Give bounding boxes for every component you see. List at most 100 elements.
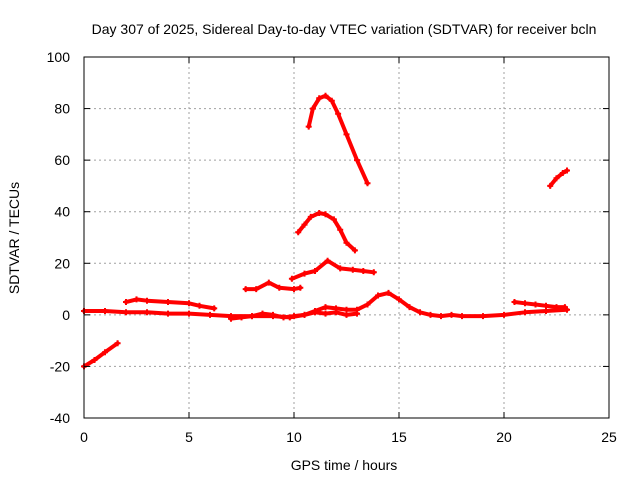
- data-point: [207, 311, 213, 318]
- data-point: [328, 97, 335, 104]
- x-tick-label: 10: [286, 429, 302, 445]
- data-point: [123, 309, 129, 316]
- data-point: [211, 305, 218, 312]
- series-segment-9: [511, 299, 568, 311]
- data-point: [242, 286, 249, 293]
- data-point: [543, 302, 549, 309]
- data-point: [522, 300, 528, 307]
- data-point: [364, 180, 371, 187]
- data-point: [301, 270, 308, 277]
- y-tick-label: 40: [54, 204, 70, 220]
- data-point: [312, 309, 318, 316]
- data-point: [322, 211, 329, 218]
- data-point: [553, 304, 560, 311]
- y-tick-label: -40: [50, 410, 70, 426]
- y-tick-label: 60: [54, 152, 70, 168]
- data-point: [543, 308, 549, 314]
- data-point: [114, 340, 121, 347]
- series-segment-6: [123, 296, 218, 312]
- data-point: [276, 284, 283, 291]
- data-point: [564, 167, 570, 174]
- series-line: [306, 93, 370, 186]
- data-point: [335, 110, 342, 117]
- grid: [84, 57, 609, 418]
- data-point: [165, 310, 171, 317]
- data-point: [196, 302, 203, 309]
- data-point: [280, 314, 287, 321]
- data-point: [123, 299, 129, 305]
- data-point: [165, 299, 171, 305]
- data-point: [343, 239, 350, 246]
- data-point: [559, 170, 566, 176]
- series-segment-5: [288, 257, 377, 282]
- data-point: [307, 213, 314, 220]
- data-point: [337, 265, 344, 272]
- data-point: [301, 311, 308, 318]
- data-point: [417, 309, 423, 316]
- data-point: [354, 157, 360, 164]
- axis-ticks: 0 5 10 15 20 25 -40 -20 0 20 40 60 80 100: [47, 49, 617, 445]
- data-point: [330, 216, 337, 223]
- series-line: [82, 341, 120, 369]
- data-point: [561, 304, 568, 311]
- chart-title: Day 307 of 2025, Sidereal Day-to-day VTE…: [92, 21, 597, 37]
- data-point: [102, 349, 108, 356]
- y-tick-label: -20: [50, 358, 70, 374]
- data-point: [322, 304, 329, 311]
- data-point: [305, 123, 312, 130]
- data-point: [295, 229, 302, 236]
- data-point: [396, 296, 402, 303]
- plot-frame: [83, 56, 610, 419]
- y-tick-label: 80: [54, 101, 70, 117]
- series-segment-8: [228, 309, 360, 322]
- series-segment-4: [242, 279, 304, 293]
- data-point: [133, 296, 140, 303]
- x-tick-label: 15: [391, 429, 407, 445]
- data-point: [249, 313, 255, 320]
- series-line: [548, 168, 569, 188]
- data-point: [532, 301, 539, 308]
- data-point: [288, 275, 295, 282]
- data-point: [238, 314, 245, 321]
- data-point: [370, 269, 377, 276]
- data-point: [459, 313, 465, 320]
- data-point: [186, 300, 192, 307]
- data-point: [316, 210, 323, 216]
- data-point: [324, 257, 331, 264]
- series-segment-3: [295, 210, 358, 254]
- y-tick-label: 100: [47, 49, 71, 65]
- data-point: [309, 105, 316, 112]
- data-point: [91, 357, 98, 363]
- data-point: [385, 289, 392, 296]
- data-point: [553, 175, 560, 182]
- data-point: [297, 284, 304, 291]
- data-point: [270, 311, 276, 318]
- y-tick-label: 20: [54, 255, 70, 271]
- data-point: [144, 309, 150, 316]
- data-point: [354, 310, 360, 317]
- data-point: [291, 286, 297, 293]
- data-point: [547, 182, 554, 189]
- x-tick-label: 20: [496, 429, 512, 445]
- series-segment-10: [547, 167, 570, 189]
- series-line: [124, 297, 217, 311]
- data-point: [337, 226, 344, 233]
- data-point: [228, 315, 234, 322]
- y-tick-label: 0: [62, 307, 70, 323]
- data-point: [351, 247, 358, 254]
- data-point: [312, 268, 318, 274]
- data-point: [265, 279, 272, 286]
- data-point: [360, 268, 367, 274]
- series-segment-2: [305, 92, 371, 187]
- data-point: [316, 95, 323, 102]
- data-point: [522, 309, 528, 316]
- y-axis-title: SDTVAR / TECUs: [6, 182, 22, 294]
- x-tick-label: 0: [80, 429, 88, 445]
- data-point: [186, 310, 192, 317]
- data-point: [259, 310, 266, 317]
- data-point: [253, 286, 260, 293]
- data-point: [364, 301, 371, 308]
- data-point: [511, 299, 518, 305]
- data-point: [102, 308, 108, 314]
